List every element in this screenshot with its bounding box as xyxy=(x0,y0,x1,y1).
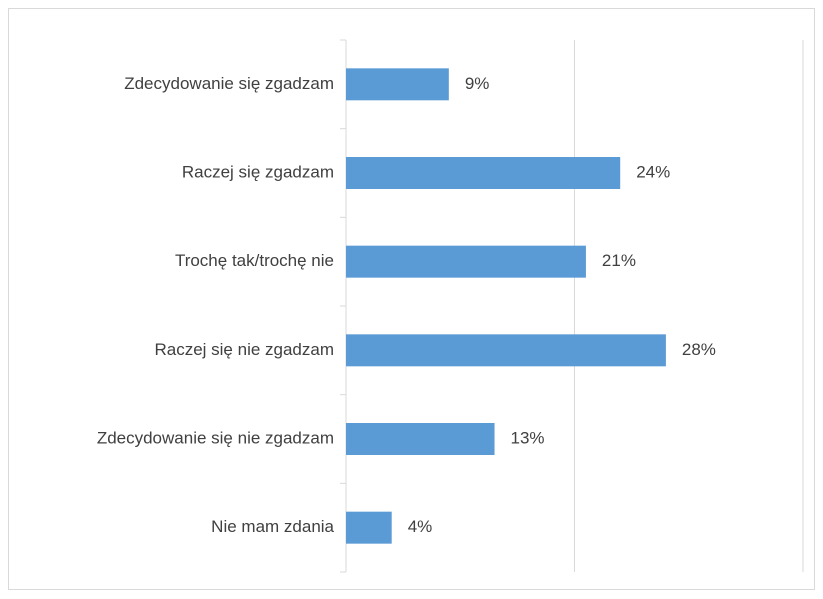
data-label: 13% xyxy=(511,428,545,447)
data-label: 4% xyxy=(408,517,433,536)
chart-border xyxy=(8,8,815,590)
bar xyxy=(346,245,586,278)
data-label: 21% xyxy=(602,251,636,270)
y-tick-label: Raczej się zgadzam xyxy=(182,162,334,181)
bar xyxy=(346,511,392,544)
bar xyxy=(346,423,495,455)
y-tick-label: Zdecydowanie się nie zgadzam xyxy=(97,428,334,447)
data-label: 9% xyxy=(465,74,490,93)
data-label: 28% xyxy=(682,340,716,359)
y-tick-label: Trochę tak/trochę nie xyxy=(175,251,334,270)
y-tick-label: Zdecydowanie się zgadzam xyxy=(124,74,334,93)
bar xyxy=(346,68,449,101)
bar xyxy=(346,334,666,367)
y-tick-label: Nie mam zdania xyxy=(211,517,334,536)
bar xyxy=(346,157,621,189)
data-label: 24% xyxy=(636,162,670,181)
y-tick-label: Raczej się nie zgadzam xyxy=(154,340,334,359)
